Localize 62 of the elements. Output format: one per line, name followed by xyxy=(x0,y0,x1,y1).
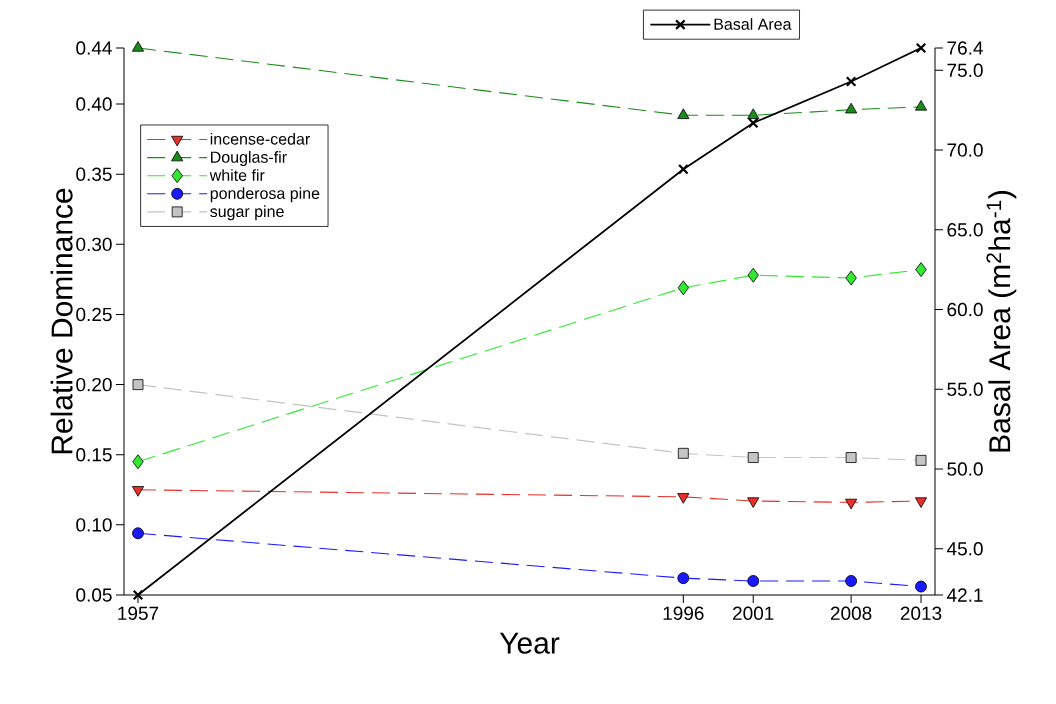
point xyxy=(132,454,144,470)
y2-tick-label: 55.0 xyxy=(947,382,983,396)
legend-label: incense-cedar xyxy=(210,132,310,145)
point xyxy=(677,572,690,585)
point xyxy=(915,580,927,593)
point xyxy=(845,575,858,587)
x-axis-title: Year xyxy=(499,632,560,654)
y2-tick-label: 75.0 xyxy=(947,63,983,78)
point xyxy=(677,493,690,504)
point xyxy=(845,452,857,463)
y-tick-label: 0.40 xyxy=(76,97,112,111)
y2-tick-label: 45.0 xyxy=(946,542,983,556)
legend-label: sugar pine xyxy=(210,205,284,221)
x-tick-label: 1957 xyxy=(118,606,159,620)
point xyxy=(747,452,759,463)
point xyxy=(131,486,145,497)
point xyxy=(131,41,145,52)
x-tick-label: 2013 xyxy=(900,606,942,620)
legend-label: Basal Area xyxy=(714,18,792,30)
point xyxy=(677,280,689,296)
point xyxy=(132,379,144,391)
legend-label: Douglas-fir xyxy=(211,151,287,166)
y-tick-label: 0.15 xyxy=(76,448,112,462)
legend-label: white fir xyxy=(209,169,265,181)
y-tick-label: 0.10 xyxy=(76,518,112,532)
y-tick-label: 0.25 xyxy=(76,307,112,322)
point xyxy=(677,447,689,459)
y2-tick-label: 60.0 xyxy=(947,302,983,317)
x-tick-label: 2008 xyxy=(830,606,872,620)
x-tick-label: 2001 xyxy=(733,606,774,620)
y-tick-label: 0.20 xyxy=(76,377,112,392)
y-tick-label: 0.35 xyxy=(76,167,112,181)
point xyxy=(915,262,927,277)
point xyxy=(845,76,857,87)
point xyxy=(677,163,689,175)
x-tick-label: 1996 xyxy=(663,606,704,620)
y2-tick-label: 42.1 xyxy=(946,588,983,602)
point xyxy=(915,497,928,508)
y2-tick-label: 76.4 xyxy=(947,41,983,55)
point xyxy=(132,589,144,601)
point xyxy=(747,117,759,129)
y-tick-label: 0.44 xyxy=(76,41,112,55)
y2-tick-label: 65.0 xyxy=(947,223,983,237)
y2-tick-label: 50.0 xyxy=(947,462,983,476)
y-tick-label: 0.30 xyxy=(76,237,112,252)
point xyxy=(132,527,144,540)
y2-tick-label: 70.0 xyxy=(947,143,983,157)
point xyxy=(845,498,858,510)
point xyxy=(915,100,928,111)
point xyxy=(915,454,927,466)
point xyxy=(845,270,857,286)
point xyxy=(747,575,760,587)
legend-label: ponderosa pine xyxy=(210,187,320,203)
point xyxy=(747,267,759,283)
y-tick-label: 0.05 xyxy=(76,588,112,602)
point xyxy=(747,497,760,508)
y2-axis-title: Basal Area (m$^{2}$ha$^{-1}$) xyxy=(986,190,1017,452)
point xyxy=(845,102,858,114)
point xyxy=(747,108,760,119)
y-axis-title: Relative Dominance xyxy=(50,188,73,454)
point xyxy=(915,42,927,54)
point xyxy=(677,108,690,119)
